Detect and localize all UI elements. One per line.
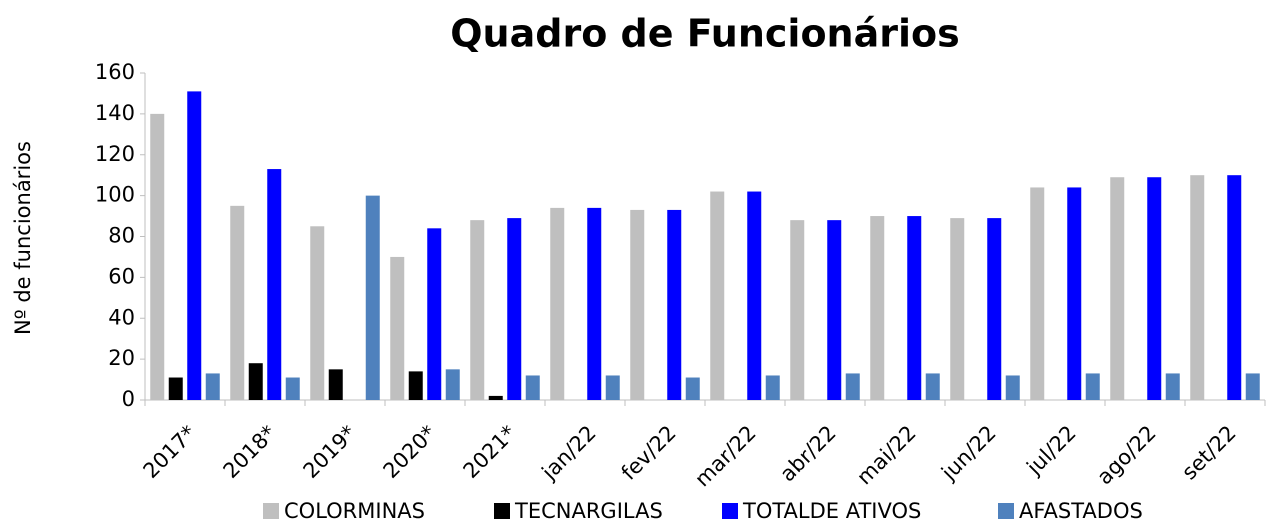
- x-tick-label: mar/22: [690, 421, 761, 492]
- chart-title: Quadro de Funcionários: [450, 12, 960, 56]
- bar: [390, 256, 405, 400]
- x-tick-label: set/22: [1177, 421, 1241, 485]
- bar: [427, 228, 442, 400]
- bar: [667, 209, 682, 400]
- legend-swatch: [263, 503, 279, 519]
- bar: [267, 169, 282, 400]
- bar: [550, 207, 565, 400]
- legend-swatch: [722, 503, 738, 519]
- bar: [248, 363, 263, 400]
- bar: [1085, 373, 1100, 400]
- x-tick-label: 2019*: [299, 421, 361, 483]
- bar: [790, 220, 805, 400]
- x-tick-label: jul/22: [1022, 421, 1081, 480]
- bar: [907, 216, 922, 400]
- bar: [765, 375, 780, 400]
- y-tick-label: 140: [95, 101, 135, 125]
- bar: [150, 113, 165, 400]
- bar: [328, 369, 343, 400]
- bar: [685, 377, 700, 400]
- x-tick-label: 2020*: [379, 421, 441, 483]
- bar: [230, 205, 245, 400]
- y-tick-label: 100: [95, 183, 135, 207]
- legend-swatch: [494, 503, 510, 519]
- bar: [1190, 175, 1205, 400]
- y-tick-label: 80: [108, 224, 135, 248]
- x-tick-label: abr/22: [775, 421, 841, 487]
- bar: [747, 191, 762, 400]
- x-tick-label: fev/22: [617, 421, 681, 485]
- bar: [630, 209, 645, 400]
- y-axis-label: Nº de funcionários: [11, 141, 35, 335]
- bar: [605, 375, 620, 400]
- y-tick-label: 20: [108, 346, 135, 370]
- y-tick-label: 0: [122, 387, 135, 411]
- bar: [1147, 177, 1162, 400]
- x-tick-label: jan/22: [537, 421, 601, 485]
- x-tick-label: mai/22: [852, 421, 921, 490]
- bar: [1005, 375, 1020, 400]
- bar: [445, 369, 460, 400]
- bar: [950, 218, 965, 400]
- x-tick-label: ago/22: [1092, 421, 1160, 489]
- bar: [488, 395, 503, 400]
- bar: [365, 195, 380, 400]
- y-tick-label: 60: [108, 264, 135, 288]
- bar: [987, 218, 1002, 400]
- bar: [408, 371, 423, 400]
- bar: [507, 218, 522, 400]
- legend-label: TOTALDE ATIVOS: [742, 499, 921, 523]
- bar: [1245, 373, 1260, 400]
- bar: [310, 226, 325, 400]
- legend-label: AFASTADOS: [1019, 499, 1143, 523]
- bar: [925, 373, 940, 400]
- bar: [587, 207, 602, 400]
- x-tick-label: jun/22: [936, 421, 1001, 486]
- bar: [470, 220, 485, 400]
- bar: [1110, 177, 1125, 400]
- bar: [710, 191, 725, 400]
- bar: [1030, 187, 1045, 400]
- bar: [1227, 175, 1242, 400]
- x-tick-label: 2017*: [139, 421, 201, 483]
- legend-label: COLORMINAS: [284, 499, 425, 523]
- bar: [827, 220, 842, 400]
- bar: [187, 91, 202, 401]
- bar: [1165, 373, 1180, 400]
- legend-swatch: [998, 503, 1014, 519]
- x-tick-label: 2018*: [219, 421, 281, 483]
- y-tick-label: 120: [95, 142, 135, 166]
- y-tick-label: 160: [95, 60, 135, 84]
- bar: [525, 375, 540, 400]
- legend-label: TECNARGILAS: [514, 499, 663, 523]
- x-tick-label: 2021*: [459, 421, 521, 483]
- bar: [845, 373, 860, 400]
- y-tick-label: 40: [108, 305, 135, 329]
- bar: [285, 377, 300, 400]
- bar: [205, 373, 220, 400]
- bar: [870, 216, 885, 400]
- bar: [168, 377, 183, 400]
- bar: [1067, 187, 1082, 400]
